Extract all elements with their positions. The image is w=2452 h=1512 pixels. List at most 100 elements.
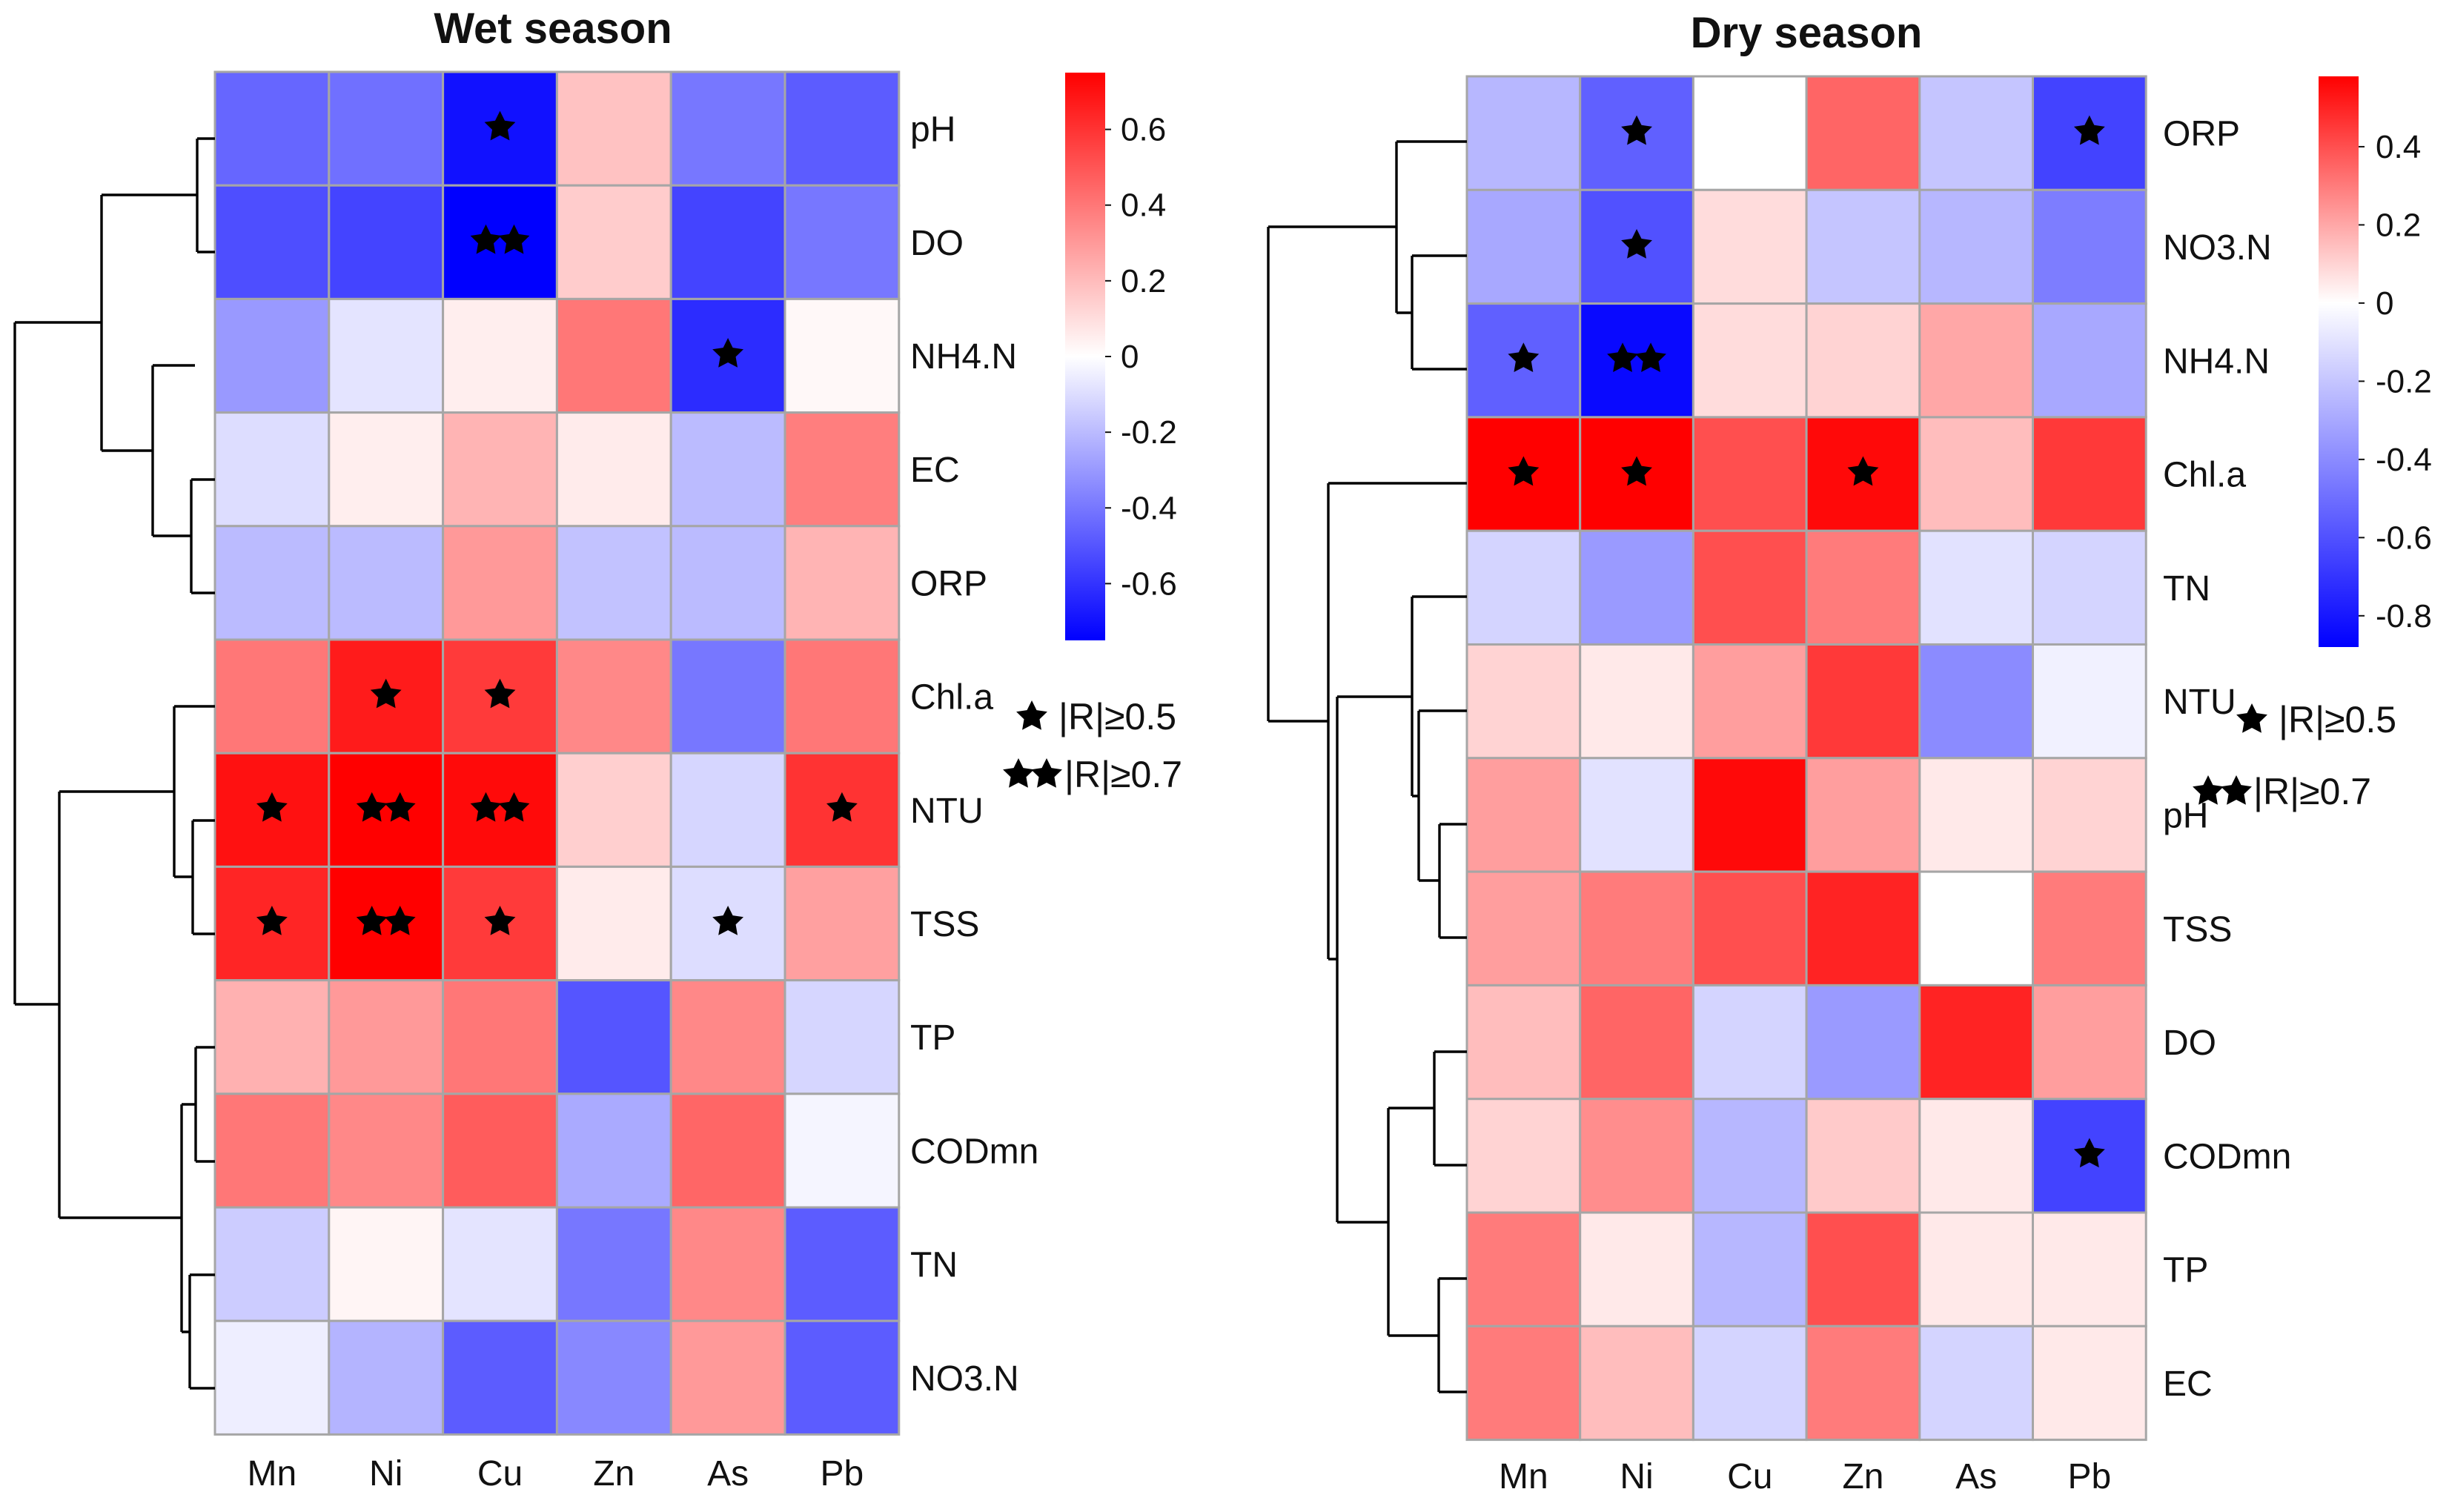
- dry-cell-NH4.N-Pb: [2032, 302, 2147, 419]
- dry-cell-CODmn-Mn: [1465, 1098, 1582, 1214]
- dry-cell-EC-As: [1918, 1324, 2035, 1442]
- dry-cell-TN-Ni: [1579, 529, 1694, 646]
- wet-cell-CODmn-Cu: [442, 1092, 558, 1209]
- wet-column-label-As: As: [707, 1454, 749, 1493]
- dry-colorbar-gradient: [2319, 76, 2359, 647]
- dry-cell-NO3.N-Mn: [1465, 188, 1582, 305]
- dry-row-label-NTU: NTU: [2163, 683, 2236, 722]
- wet-cell-NTU-Zn: [555, 752, 672, 868]
- dry-cell-CODmn-As: [1918, 1098, 2035, 1214]
- wet-cell-TN-Ni: [328, 1206, 445, 1322]
- wet-cell-NH4.N-Mn: [213, 297, 331, 414]
- wet-star-icon-NTU-Cu-2: [498, 792, 530, 822]
- wet-row-label-Chl.a: Chl.a: [910, 678, 993, 717]
- wet-cell-NH4.N-Zn: [555, 297, 672, 414]
- wet-column-labels: Mn Ni Cu Zn As Pb: [248, 1454, 864, 1493]
- wet-cell-TN-Mn: [213, 1206, 331, 1322]
- wet-cell-NO3.N-Ni: [328, 1319, 445, 1436]
- wet-legend-two-star-icon-a: [1003, 758, 1034, 788]
- dry-column-label-Pb: Pb: [2067, 1457, 2111, 1496]
- wet-row-labels: pH DO NH4.N EC ORP Chl.a NTU TSS TP CODmn TN NO3.N: [910, 110, 1038, 1399]
- dry-cell-TP-Zn: [1805, 1211, 1921, 1327]
- wet-star-icon-Chl.a-Ni-1: [370, 678, 402, 709]
- dry-cell-Chl.a-Pb: [2032, 416, 2147, 532]
- wet-star-icon-Chl.a-Cu-1: [484, 678, 516, 709]
- dry-cell-Chl.a-As: [1918, 416, 2035, 532]
- wet-cell-TN-Pb: [783, 1206, 901, 1322]
- wet-cell-pH-As: [669, 70, 786, 187]
- wet-star-icon-NTU-Pb-1: [826, 792, 858, 822]
- wet-row-label-TP: TP: [910, 1018, 955, 1058]
- dry-cell-TSS-As: [1918, 870, 2035, 987]
- dry-cell-NH4.N-Cu: [1691, 302, 1808, 419]
- wet-cell-Chl.a-As: [669, 638, 786, 755]
- wet-star-icon-DO-Cu-1: [470, 224, 502, 254]
- wet-cell-DO-Zn: [555, 184, 672, 300]
- dry-cell-pH-As: [1918, 757, 2035, 873]
- dry-heatmap-cells: [1465, 75, 2147, 1442]
- dry-star-icon-ORP-Pb-1: [2073, 115, 2105, 145]
- dry-cell-pH-Mn: [1465, 757, 1582, 873]
- wet-cell-NO3.N-Zn: [555, 1319, 672, 1436]
- wet-legend-label-07: |R|≥0.7: [1064, 754, 1182, 795]
- wet-cell-CODmn-As: [669, 1092, 786, 1209]
- wet-cell-ORP-Mn: [213, 525, 331, 641]
- wet-column-label-Mn: Mn: [248, 1454, 297, 1493]
- wet-star-icon-TSS-Cu-1: [484, 906, 516, 935]
- wet-cell-pH-Mn: [213, 70, 331, 187]
- dry-cell-NH4.N-Zn: [1805, 302, 1921, 419]
- wet-colorbar-tick-label: 0.6: [1121, 112, 1166, 148]
- wet-star-icon-TSS-Ni-2: [384, 906, 416, 935]
- wet-column-label-Ni: Ni: [369, 1454, 402, 1493]
- dry-row-label-DO: DO: [2163, 1024, 2216, 1063]
- wet-colorbar-tick-label: 0: [1121, 339, 1139, 375]
- dry-cell-ORP-Mn: [1465, 75, 1582, 191]
- wet-cell-ORP-Ni: [328, 525, 445, 641]
- dry-cell-TN-As: [1918, 529, 2035, 646]
- wet-cell-ORP-As: [669, 525, 786, 641]
- dry-star-icon-NO3.N-Ni-1: [1621, 228, 1652, 259]
- wet-cell-TSS-Pb: [783, 865, 901, 982]
- dry-cell-TSS-Pb: [2032, 870, 2147, 987]
- wet-colorbar-gradient: [1065, 73, 1105, 640]
- wet-star-markers: [256, 110, 858, 935]
- dry-star-icon-Chl.a-Ni-1: [1621, 456, 1652, 486]
- dry-significance-legend: |R|≥0.5 |R|≥0.7: [2193, 699, 2396, 812]
- dry-legend-two-star-icon-b: [2221, 775, 2252, 805]
- dry-cell-TN-Cu: [1691, 529, 1808, 646]
- wet-star-icon-NTU-Ni-1: [356, 792, 388, 822]
- dry-cell-DO-As: [1918, 984, 2035, 1101]
- dry-star-icon-NH4.N-Ni-2: [1635, 342, 1666, 373]
- dry-cell-NO3.N-Pb: [2032, 188, 2147, 305]
- dry-star-icon-Chl.a-Mn-1: [1508, 456, 1540, 486]
- wet-cell-TSS-Ni: [328, 865, 445, 982]
- dry-star-icon-NH4.N-Ni-1: [1607, 342, 1638, 373]
- dry-cell-TP-Ni: [1579, 1211, 1694, 1327]
- wet-cell-TN-Cu: [442, 1206, 558, 1322]
- dry-cell-EC-Ni: [1579, 1324, 1694, 1442]
- wet-cell-DO-Ni: [328, 184, 445, 300]
- wet-cell-NH4.N-Ni: [328, 297, 445, 414]
- wet-row-label-NTU: NTU: [910, 792, 984, 831]
- wet-cell-NTU-Cu: [442, 752, 558, 868]
- wet-cell-EC-Zn: [555, 411, 672, 528]
- wet-legend-two-star-icon-b: [1031, 758, 1062, 788]
- dry-cell-DO-Ni: [1579, 984, 1694, 1101]
- dry-cell-pH-Ni: [1579, 757, 1694, 873]
- wet-cell-NO3.N-As: [669, 1319, 786, 1436]
- dry-cell-CODmn-Ni: [1579, 1098, 1694, 1214]
- dry-cell-pH-Zn: [1805, 757, 1921, 873]
- wet-season-panel: Wet season pH DO NH4.N EC ORP Chl.a NTU TSS TP CO…: [13, 4, 1182, 1493]
- dry-cell-Chl.a-Cu: [1691, 416, 1808, 532]
- wet-row-label-NH4.N: NH4.N: [910, 337, 1017, 377]
- wet-cell-NO3.N-Pb: [783, 1319, 901, 1436]
- wet-star-icon-NH4.N-As-1: [712, 338, 744, 368]
- dry-cell-ORP-As: [1918, 75, 2035, 191]
- dry-cell-NTU-Mn: [1465, 643, 1582, 760]
- dry-cell-EC-Mn: [1465, 1324, 1582, 1442]
- dry-cell-NH4.N-Ni: [1579, 302, 1694, 419]
- wet-cell-ORP-Zn: [555, 525, 672, 641]
- dry-cell-CODmn-Zn: [1805, 1098, 1921, 1214]
- wet-cell-NO3.N-Mn: [213, 1319, 331, 1436]
- wet-colorbar-tick-label: -0.4: [1121, 490, 1177, 526]
